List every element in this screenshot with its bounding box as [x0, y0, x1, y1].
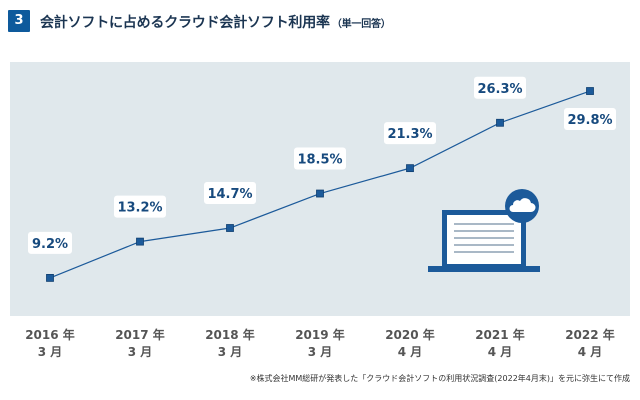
data-label-box [204, 182, 256, 205]
laptop-screen [447, 215, 521, 264]
chart-title-text: 会計ソフトに占めるクラウド会計ソフト利用率 [40, 15, 330, 31]
data-label-text: 14.7% [207, 187, 252, 202]
x-tick-label: 3 月 [308, 345, 333, 359]
data-label: 21.3% [384, 122, 436, 145]
series-1 [46, 87, 594, 282]
chart-header: 3 会計ソフトに占めるクラウド会計ソフト利用率 （単一回答） [0, 0, 640, 44]
data-label: 29.8% [564, 108, 616, 131]
data-label-box [474, 76, 526, 99]
cloud-icon [509, 198, 536, 212]
laptop-base [428, 266, 540, 272]
x-tick-label: 2017 年 [115, 327, 165, 342]
data-label: 26.3% [474, 76, 526, 99]
plot-area [10, 62, 630, 316]
x-tick-label: 2019 年 [295, 327, 345, 342]
data-label-box [28, 231, 72, 254]
data-label-text: 9.2% [32, 237, 68, 252]
data-label-text: 29.8% [567, 113, 612, 128]
x-tick-label: 3 月 [38, 345, 63, 359]
data-point [46, 273, 54, 282]
data-label: 13.2% [114, 195, 166, 218]
chart-title: 会計ソフトに占めるクラウド会計ソフト利用率 （単一回答） [40, 12, 391, 32]
data-label-text: 21.3% [387, 127, 432, 142]
section-number-badge: 3 [8, 10, 30, 32]
data-label: 9.2% [28, 231, 72, 254]
data-point [136, 237, 144, 246]
x-axis-ticks: 2016 年 3 月 2017 年 3 月 2018 年 3 月 2019 年 3 月 2020… [25, 327, 615, 359]
data-point [496, 118, 504, 127]
x-tick-label: 2021 年 [475, 327, 525, 342]
x-tick-label: 3 月 [128, 345, 153, 359]
x-tick-label: 4 月 [398, 345, 423, 359]
data-label-box [384, 122, 436, 145]
data-label-text: 13.2% [117, 201, 162, 216]
x-tick-label: 2022 年 [565, 327, 615, 342]
data-label-box [564, 108, 616, 131]
data-label: 14.7% [204, 182, 256, 205]
x-tick-label: 2020 年 [385, 327, 435, 342]
data-label: 18.5% [294, 147, 346, 170]
data-label-text: 26.3% [477, 82, 522, 97]
data-point [586, 87, 594, 95]
x-tick-label: 4 月 [488, 345, 513, 359]
data-labels: 9.2% 13.2% 14.7% 18.5% 21.3% 26.3% 29.8% [28, 76, 616, 254]
x-tick-label: 2018 年 [205, 327, 255, 342]
x-tick-label: 4 月 [578, 345, 603, 359]
data-point [226, 224, 234, 232]
data-point [406, 164, 414, 173]
x-tick-label: 3 月 [218, 345, 243, 359]
data-point [316, 189, 324, 198]
x-tick-label: 2016 年 [25, 327, 75, 342]
laptop-cloud-icon [428, 189, 540, 272]
data-label-box [294, 147, 346, 170]
source-footnote: ※株式会社MM総研が発表した「クラウド会計ソフトの利用状況調査(2022年4月末… [249, 374, 630, 383]
data-label-box [114, 195, 166, 218]
data-label-text: 18.5% [297, 153, 342, 168]
chart-subtitle: （単一回答） [331, 19, 391, 30]
